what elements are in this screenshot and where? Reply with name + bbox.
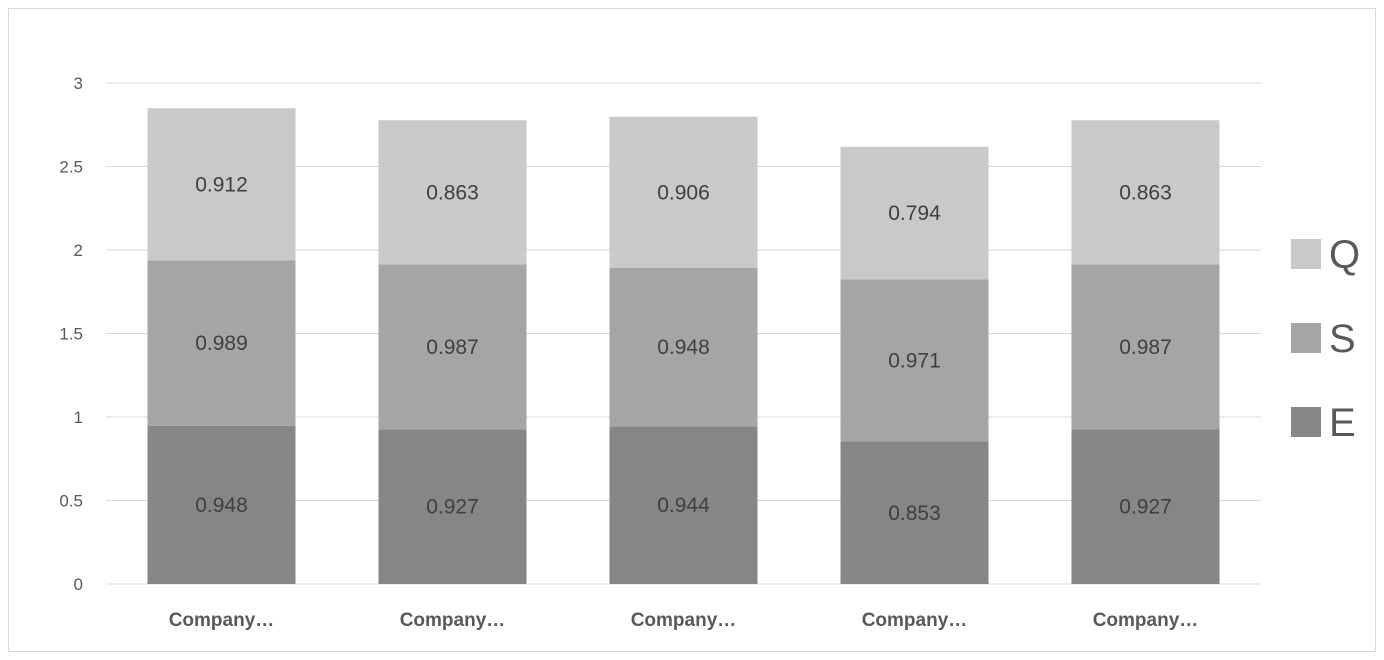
stacked-bar-chart: 00.511.522.53 0.9480.9890.9120.9270.9870… <box>59 74 1360 631</box>
data-label-q-3: 0.906 <box>657 181 710 204</box>
data-label-s-4: 0.971 <box>888 349 941 372</box>
data-label-s-2: 0.987 <box>426 336 479 359</box>
data-label-e-4: 0.853 <box>888 502 941 525</box>
bars <box>147 108 1220 584</box>
y-tick-label: 0.5 <box>59 492 83 511</box>
x-category-label: Company… <box>862 610 968 631</box>
bar-e-1 <box>147 425 296 584</box>
data-label-s-5: 0.987 <box>1119 336 1172 359</box>
bar-e-2 <box>378 429 527 584</box>
bar-q-1 <box>147 108 296 261</box>
y-tick-label: 3 <box>74 74 83 93</box>
bar-q-2 <box>378 120 527 265</box>
legend-swatch-s <box>1291 323 1321 353</box>
y-tick-label: 1 <box>74 408 83 427</box>
bar-q-3 <box>609 116 758 269</box>
data-label-s-1: 0.989 <box>195 332 248 355</box>
y-tick-label: 0 <box>74 575 83 594</box>
y-tick-label: 2.5 <box>59 158 83 177</box>
bar-e-3 <box>609 426 758 584</box>
legend-item-e[interactable]: E <box>1291 401 1356 445</box>
bar-s-1 <box>147 260 296 426</box>
legend-label-s: S <box>1329 317 1356 361</box>
bar-q-4 <box>840 146 989 280</box>
legend[interactable]: QSE <box>1291 233 1360 445</box>
bar-s-5 <box>1071 264 1220 430</box>
legend-item-s[interactable]: S <box>1291 317 1356 361</box>
data-label-q-5: 0.863 <box>1119 181 1172 204</box>
bar-s-3 <box>609 268 758 427</box>
y-tick-label: 1.5 <box>59 325 83 344</box>
data-label-e-5: 0.927 <box>1119 496 1172 519</box>
legend-swatch-q <box>1291 239 1321 269</box>
y-axis-tick-labels: 0 0.5 1 1.5 2 2.5 3 <box>59 74 83 594</box>
x-category-label: Company… <box>400 610 506 631</box>
x-category-label: Company… <box>169 610 275 631</box>
x-category-label: Company… <box>1093 610 1199 631</box>
data-label-e-2: 0.927 <box>426 496 479 519</box>
bar-e-4 <box>840 441 989 584</box>
legend-swatch-e <box>1291 407 1321 437</box>
data-label-s-3: 0.948 <box>657 336 710 359</box>
bar-s-2 <box>378 264 527 430</box>
bar-s-4 <box>840 279 989 442</box>
x-axis-category-labels: Company… Company… Company… Company… Company… <box>169 610 1199 631</box>
legend-label-e: E <box>1329 401 1356 445</box>
chart-frame: 0 0.5 1 1.5 2 2.5 3 0.948 0.989 0.912 0.927 0.987 0… <box>8 8 1376 652</box>
data-label-e-1: 0.948 <box>195 494 248 517</box>
legend-item-q[interactable]: Q <box>1291 233 1360 277</box>
data-labels: 0.948 0.989 0.912 0.927 0.987 0.863 0.944 0.948… <box>195 173 1172 524</box>
data-label-q-4: 0.794 <box>888 202 941 225</box>
data-label-e-3: 0.944 <box>657 494 710 517</box>
bar-q-5 <box>1071 120 1220 265</box>
y-tick-label: 2 <box>74 241 83 260</box>
data-label-q-2: 0.863 <box>426 181 479 204</box>
bar-e-5 <box>1071 429 1220 584</box>
legend-label-q: Q <box>1329 233 1360 277</box>
x-category-label: Company… <box>631 610 737 631</box>
data-label-q-1: 0.912 <box>195 173 248 196</box>
